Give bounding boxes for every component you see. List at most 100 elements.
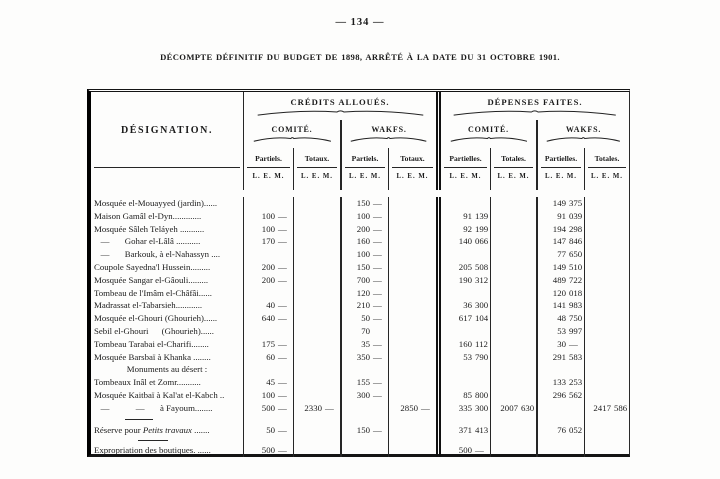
value-cell (490, 312, 536, 325)
value-cell (293, 248, 340, 261)
designation-header: DÉSIGNATION. (91, 92, 243, 168)
value-cell (436, 363, 490, 377)
spacer-row (91, 414, 629, 424)
value-main: 40 (266, 300, 275, 311)
value-main (244, 325, 275, 338)
value-milliemes: 800 (475, 389, 489, 400)
value-cell (243, 414, 293, 424)
value-cell (243, 436, 293, 445)
value-main: 120 (356, 287, 370, 298)
value-milliemes (322, 376, 340, 389)
value-main (244, 415, 275, 424)
value-cell: 2007 630 (490, 401, 536, 415)
value-milliemes (322, 261, 340, 274)
value-milliemes (518, 389, 536, 402)
value-milliemes (322, 312, 340, 325)
value-milliemes (322, 444, 340, 457)
value-milliemes (518, 299, 536, 312)
value-milliemes: 846 (569, 236, 583, 247)
value-cell (340, 401, 388, 415)
brace-icon (546, 136, 621, 142)
table-row: Mosquée Barsbaï à Khanka ........ 60—350—… (91, 350, 629, 364)
value-main (294, 351, 322, 364)
value-milliemes (322, 351, 340, 364)
value-cell (584, 235, 629, 249)
unit-label: L. E. M. (388, 168, 436, 190)
value-main (441, 197, 472, 210)
value-main (491, 274, 518, 287)
value-milliemes: — (278, 274, 287, 285)
value-main: 350 (356, 351, 370, 362)
value-milliemes (611, 235, 629, 248)
value-milliemes (518, 415, 536, 424)
value-main: 53 (557, 325, 566, 336)
value-cell: 500— (243, 444, 293, 458)
value-milliemes: 983 (569, 300, 583, 311)
value-milliemes: — (373, 236, 382, 247)
value-cell (293, 376, 340, 389)
unit-label: L. E. M. (584, 168, 629, 190)
value-cell (293, 273, 340, 287)
brace-icon (253, 136, 332, 142)
designation-cell: Expropriation des boutiques. ...... (94, 445, 211, 456)
value-milliemes: — (278, 236, 287, 247)
value-main: 489 (552, 274, 566, 285)
value-cell (436, 376, 490, 389)
value-cell: 150— (340, 260, 388, 274)
value-cell (340, 363, 388, 377)
value-milliemes (566, 415, 584, 424)
value-main (491, 197, 518, 210)
value-milliemes (418, 325, 436, 338)
value-main (441, 248, 472, 261)
value-milliemes (370, 402, 388, 415)
value-cell: 296 562 (536, 388, 584, 402)
value-milliemes (518, 338, 536, 351)
value-cell (340, 444, 388, 458)
subgroup-header-credits-comite: COMITÉ. (243, 120, 340, 148)
value-cell: 190 312 (436, 273, 490, 287)
value-main (294, 261, 322, 274)
value-main (491, 261, 518, 274)
separator-rule (138, 440, 168, 442)
value-cell (584, 350, 629, 364)
table-row: Mosquée Sâleh Teláyeh ........... 100—200… (91, 222, 629, 236)
value-main: 100 (261, 210, 275, 221)
value-cell (490, 273, 536, 287)
value-milliemes (322, 389, 340, 402)
table-row: Maison Gamâl el-Dyn............. 100—100—… (91, 209, 629, 223)
value-milliemes (472, 415, 490, 424)
value-milliemes: 722 (569, 274, 583, 285)
value-milliemes (418, 248, 436, 261)
value-main (585, 223, 611, 236)
table-row: — Gohar el-Lâlâ ........... 170—160—140 06… (91, 235, 629, 249)
value-main: 150 (356, 261, 370, 272)
value-milliemes (370, 363, 388, 376)
column-header: Partiels. (340, 148, 388, 168)
value-milliemes (472, 287, 490, 300)
value-cell: 194 298 (536, 222, 584, 236)
designation-cell: Tombeaux Inâl et Zomr........... (94, 377, 201, 388)
value-main: 175 (261, 338, 275, 349)
value-cell (490, 414, 536, 424)
value-cell (243, 324, 293, 338)
value-main: 100 (261, 223, 275, 234)
value-cell: 210— (340, 299, 388, 313)
value-cell: 100— (243, 209, 293, 223)
value-milliemes (566, 436, 584, 444)
value-main (585, 287, 611, 300)
value-main: 200 (356, 223, 370, 234)
value-milliemes: — (373, 261, 382, 272)
value-cell (436, 286, 490, 300)
value-milliemes (418, 261, 436, 274)
value-cell (293, 260, 340, 274)
value-cell (436, 324, 490, 338)
value-cell (293, 312, 340, 325)
value-main (294, 223, 322, 236)
value-milliemes (275, 197, 293, 210)
value-milliemes: 312 (475, 274, 489, 285)
value-main: 149 (552, 261, 566, 272)
designation-cell (91, 436, 243, 444)
value-cell: 100— (243, 222, 293, 236)
table-row: Mosquée Sangar el-Gâouli......... 200—700… (91, 273, 629, 287)
